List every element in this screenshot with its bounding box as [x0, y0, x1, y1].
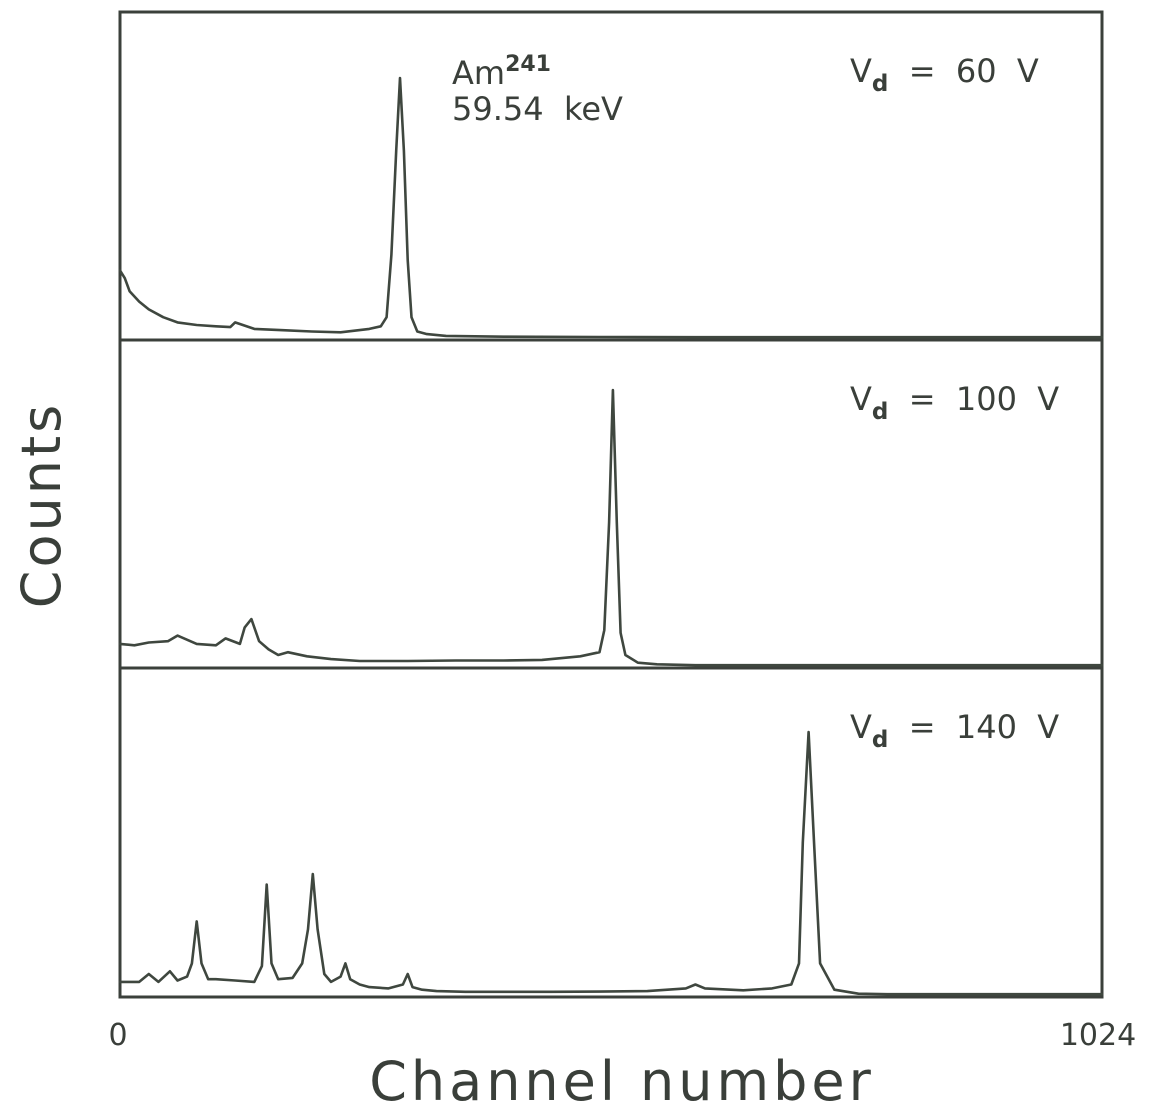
x-tick-label-1024: 1024 [1060, 1018, 1136, 1053]
peak-annotation-energy: 59.54 keV [452, 90, 623, 128]
panel-voltage-label-1: Vd = 60 V [850, 52, 1039, 97]
spectrum-line-2 [118, 388, 1104, 667]
panel-voltage-label-3: Vd = 140 V [850, 708, 1059, 753]
y-axis-label: Counts [10, 402, 73, 609]
panel-voltage-label-2: Vd = 100 V [850, 380, 1059, 425]
peak-annotation-isotope: Am241 [452, 52, 551, 92]
x-tick-label-0: 0 [108, 1018, 127, 1053]
spectrum-line-1 [118, 76, 1104, 339]
spectrum-line-3 [118, 730, 1104, 996]
panel-frame-3 [118, 666, 1104, 999]
x-axis-label: Channel number [369, 1050, 875, 1112]
